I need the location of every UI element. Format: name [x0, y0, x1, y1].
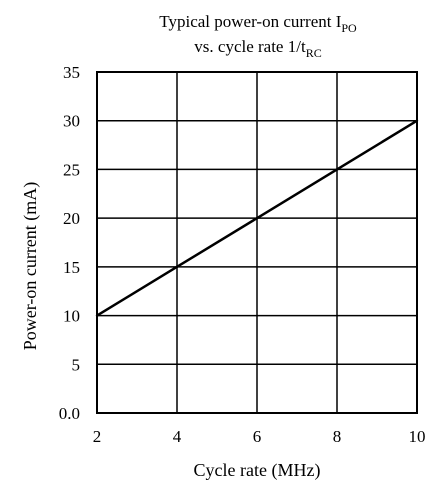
x-tick-label: 6	[253, 427, 262, 446]
series-point	[175, 265, 179, 269]
x-tick-label: 8	[333, 427, 342, 446]
chart-title-line-1-subscript: PO	[341, 21, 357, 35]
y-tick-label: 10	[63, 307, 80, 326]
y-tick-label: 5	[72, 355, 81, 374]
x-tick-label: 2	[93, 427, 102, 446]
y-tick-label: 20	[63, 209, 80, 228]
x-tick-labels: 2 4 6 8 10	[93, 427, 426, 446]
y-tick-labels: 0.0 5 10 15 20 25 30 35	[59, 63, 80, 423]
x-tick-label: 10	[409, 427, 426, 446]
x-tick-label: 4	[173, 427, 182, 446]
series-point	[95, 314, 99, 317]
chart-title-line-1-main: Typical power-on current I	[159, 12, 341, 31]
x-axis-label: Cycle rate (MHz)	[194, 460, 321, 481]
y-tick-label: 0.0	[59, 404, 80, 423]
series-point	[415, 119, 419, 122]
plot-frame	[96, 71, 418, 414]
series-point	[255, 216, 259, 220]
y-tick-label: 30	[63, 112, 80, 131]
y-axis-label: Power-on current (mA)	[20, 182, 41, 351]
y-tick-label: 35	[63, 63, 80, 82]
chart-title-line-1: Typical power-on current IPO	[159, 12, 357, 35]
y-tick-label: 15	[63, 258, 80, 277]
grid-lines	[96, 71, 418, 414]
chart-title-line-2-main: vs. cycle rate 1/t	[194, 37, 306, 56]
series-point	[335, 168, 339, 171]
series-group	[95, 119, 419, 317]
chart-title-line-2-subscript: RC	[306, 46, 322, 60]
chart-title-line-2: vs. cycle rate 1/tRC	[194, 37, 321, 60]
y-tick-label: 25	[63, 160, 80, 179]
